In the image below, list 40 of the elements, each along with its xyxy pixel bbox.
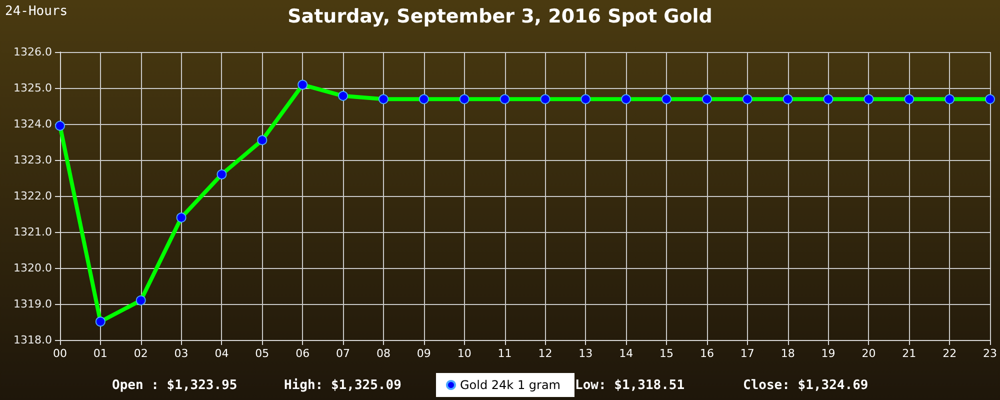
y-tick-label: 1319.0 (14, 298, 52, 310)
x-tick-label: 18 (780, 347, 795, 360)
text: Close: $1,324.69 (743, 378, 868, 393)
x-tick-label: 00 (53, 347, 67, 360)
x-tick-label: 07 (336, 347, 350, 360)
y-tick-label: 1326.0 (14, 46, 52, 58)
x-tick-label: 20 (862, 347, 876, 360)
x-tick-label: 22 (942, 347, 957, 360)
x-tick-label: 09 (416, 347, 431, 360)
y-tick-label: 1324.0 (14, 118, 52, 130)
x-tick-label: 08 (376, 347, 390, 360)
x-tick-label: 15 (660, 347, 674, 360)
y-tick-label: 1325.0 (14, 82, 52, 94)
y-tick-label: 1318.0 (14, 334, 52, 346)
x-tick-label: 05 (255, 347, 270, 360)
x-tick-label: 11 (498, 347, 512, 360)
x-tick-label: 04 (214, 347, 229, 360)
x-tick-label: 17 (740, 347, 754, 360)
text: High: $1,325.09 (284, 378, 402, 393)
x-tick-label: 21 (902, 347, 916, 360)
legend-label: Gold 24k 1 gram (460, 378, 560, 392)
x-tick-label: 06 (296, 347, 310, 360)
x-tick-label: 23 (983, 347, 997, 360)
text: Open : $1,323.95 (112, 378, 238, 393)
y-tick-label: 1323.0 (14, 154, 52, 166)
x-tick-label: 19 (821, 347, 836, 360)
x-tick-label: 02 (134, 347, 148, 360)
y-tick-label: 1321.0 (14, 226, 52, 238)
x-tick-label: 14 (619, 347, 634, 360)
x-tick-label: 01 (93, 347, 108, 360)
x-tick-label: 03 (174, 347, 188, 360)
y-tick-label: 1320.0 (14, 262, 52, 274)
chart-title: Saturday, September 3, 2016 Spot Gold (288, 6, 712, 28)
text: 24-Hours (5, 4, 68, 19)
x-tick-label: 10 (457, 347, 472, 360)
x-tick-label: 13 (578, 347, 593, 360)
text: Low: $1,318.51 (575, 378, 685, 393)
x-tick-label: 12 (538, 347, 552, 360)
x-tick-label: 16 (700, 347, 714, 360)
y-tick-label: 1322.0 (14, 190, 52, 202)
